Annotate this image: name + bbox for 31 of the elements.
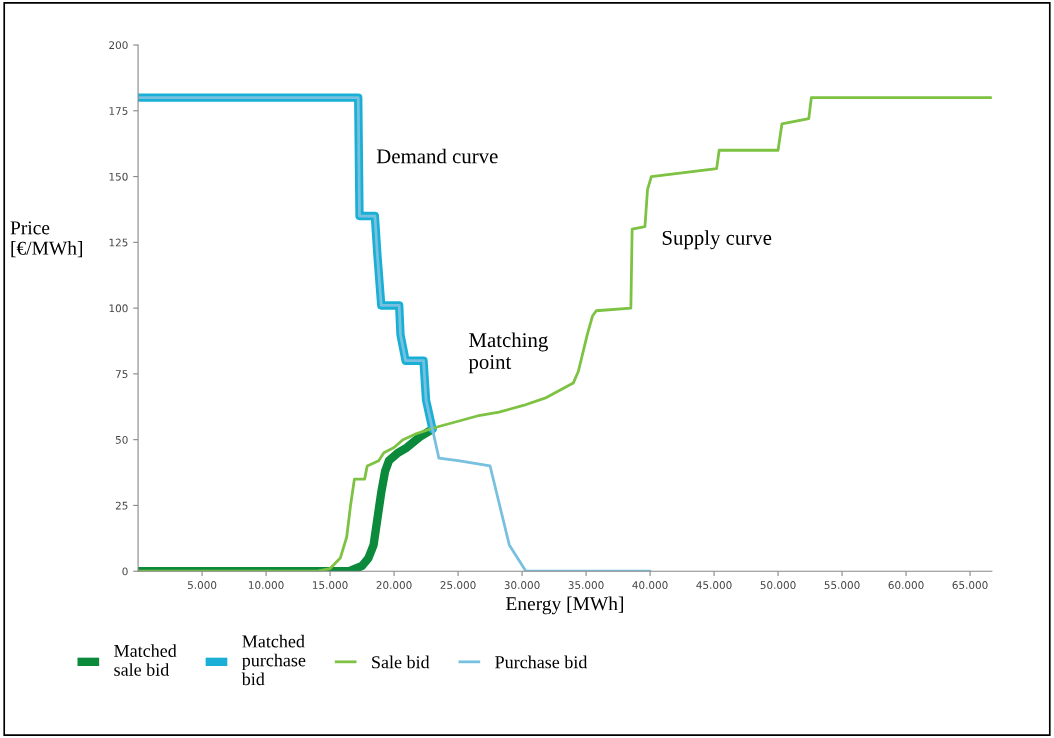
y-tick-label: 200 [109,41,128,50]
x-tick-label: 10.000 [248,581,284,589]
x-tick-label: 30.000 [504,581,540,589]
x-tick-label: 65.000 [952,581,988,589]
legend-label: Matched sale bid [114,644,177,676]
legend-label: Purchase bid [495,655,588,669]
y-tick-label: 175 [109,107,128,115]
x-tick-label: 40.000 [632,581,668,589]
x-tick-label: 35.000 [568,581,604,589]
x-tick-label: 60.000 [888,581,924,589]
y-axis-title: Price [€/MWh] [10,221,83,258]
annotation: Supply curve [662,230,772,250]
x-tick-label: 15.000 [312,581,348,589]
annotation: Demand curve [376,148,498,164]
legend-label: Sale bid [372,655,430,669]
x-tick-label: 5.000 [187,581,217,589]
annotation: Matching point [468,332,548,374]
x-tick-label: 50.000 [760,581,796,589]
x-tick-label: 20.000 [376,581,412,589]
y-tick-label: 25 [115,501,128,510]
x-axis-title: Energy [MWh] [506,596,623,615]
y-tick-label: 50 [115,435,128,444]
x-tick-label: 45.000 [696,581,732,589]
y-tick-label: 125 [109,238,128,247]
y-tick-label: 75 [115,370,128,378]
y-tick-label: 100 [109,304,128,313]
x-tick-label: 25.000 [440,581,476,589]
legend-label: Matched purchase bid [241,634,306,686]
y-tick-label: 0 [122,567,128,576]
y-tick-label: 150 [109,172,128,181]
x-tick-label: 55.000 [824,581,860,589]
